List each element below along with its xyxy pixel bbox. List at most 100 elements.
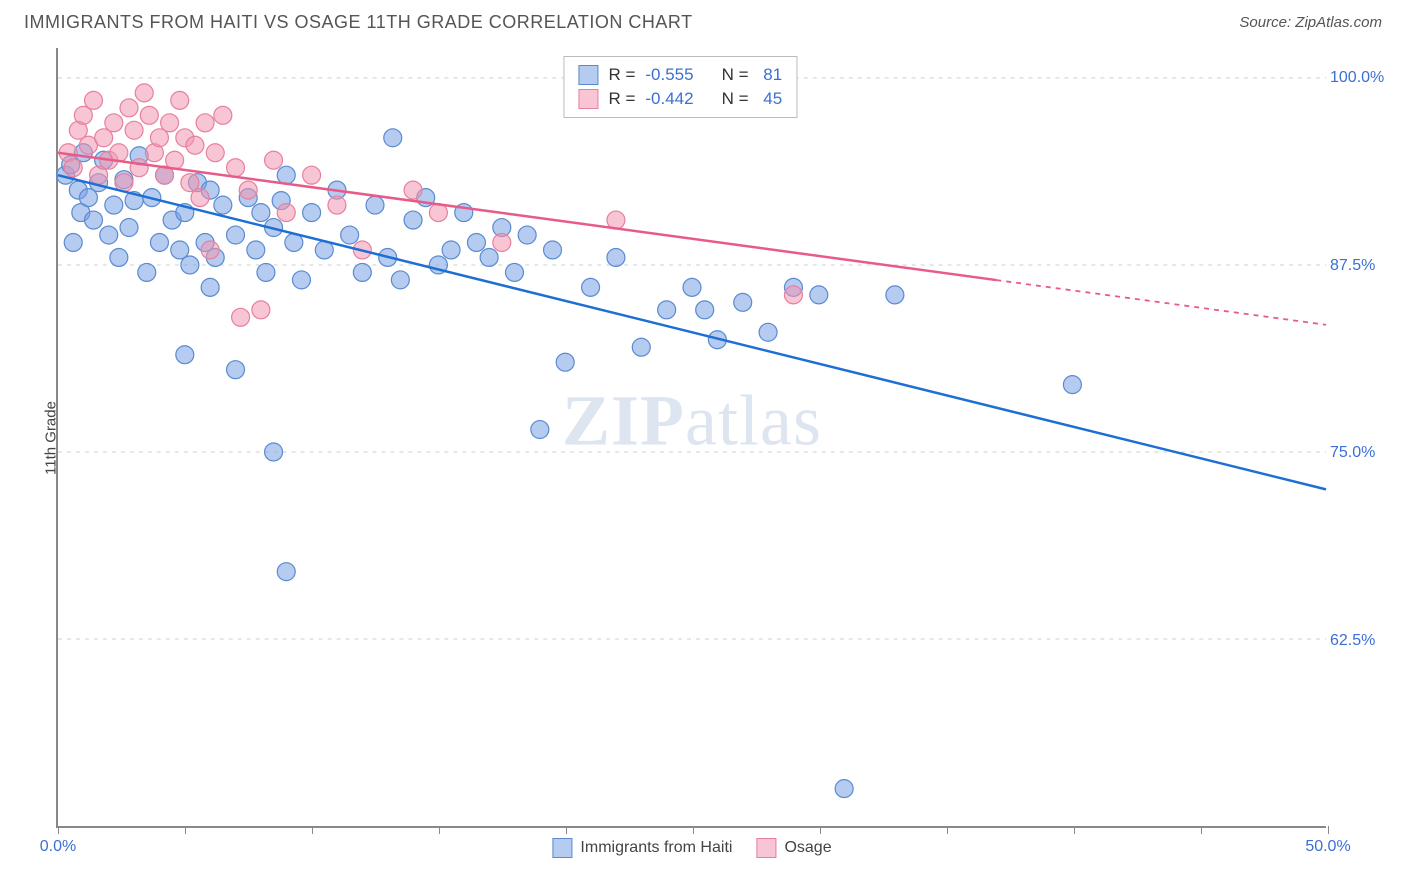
scatter-point <box>277 204 295 222</box>
scatter-point <box>607 248 625 266</box>
scatter-point <box>85 91 103 109</box>
scatter-point <box>277 563 295 581</box>
source-name: ZipAtlas.com <box>1295 14 1382 31</box>
scatter-point <box>161 114 179 132</box>
scatter-point <box>556 353 574 371</box>
y-tick-label: 87.5% <box>1330 257 1388 275</box>
y-tick-label: 75.0% <box>1330 444 1388 462</box>
scatter-point <box>505 263 523 281</box>
scatter-point <box>201 241 219 259</box>
scatter-point <box>227 226 245 244</box>
scatter-point <box>214 196 232 214</box>
x-tick <box>58 826 59 834</box>
x-tick <box>439 826 440 834</box>
scatter-point <box>582 278 600 296</box>
scatter-point <box>366 196 384 214</box>
scatter-point <box>186 136 204 154</box>
trend-line <box>58 175 1326 489</box>
legend-swatch <box>578 89 598 109</box>
scatter-point <box>544 241 562 259</box>
legend-correlation-row: R =-0.555N = 81 <box>578 63 782 87</box>
scatter-point <box>341 226 359 244</box>
trend-line <box>58 153 996 280</box>
legend-series-item: Osage <box>756 838 831 858</box>
x-tick <box>185 826 186 834</box>
x-tick <box>1201 826 1202 834</box>
legend-series-label: Immigrants from Haiti <box>580 839 732 857</box>
legend-series-label: Osage <box>784 839 831 857</box>
legend-swatch <box>756 838 776 858</box>
chart-title: IMMIGRANTS FROM HAITI VS OSAGE 11TH GRAD… <box>24 12 693 33</box>
scatter-point <box>85 211 103 229</box>
scatter-point <box>886 286 904 304</box>
scatter-point <box>467 234 485 252</box>
scatter-point <box>265 443 283 461</box>
chart-container: 11th Grade ZIPatlas 62.5%75.0%87.5%100.0… <box>56 48 1386 828</box>
x-tick-label: 0.0% <box>40 838 76 856</box>
scatter-point <box>64 234 82 252</box>
scatter-point <box>696 301 714 319</box>
scatter-point <box>171 91 189 109</box>
scatter-point <box>277 166 295 184</box>
legend-swatch <box>578 65 598 85</box>
scatter-point <box>404 211 422 229</box>
scatter-point <box>252 204 270 222</box>
chart-header: IMMIGRANTS FROM HAITI VS OSAGE 11TH GRAD… <box>0 0 1406 41</box>
scatter-point <box>257 263 275 281</box>
scatter-point <box>239 181 257 199</box>
scatter-point <box>201 278 219 296</box>
scatter-point <box>105 196 123 214</box>
scatter-point <box>64 159 82 177</box>
scatter-point <box>265 151 283 169</box>
scatter-point <box>391 271 409 289</box>
legend-correlation: R =-0.555N = 81R =-0.442N = 45 <box>563 56 797 118</box>
scatter-point <box>214 106 232 124</box>
scatter-point <box>759 323 777 341</box>
source-prefix: Source: <box>1239 14 1295 31</box>
trend-line-extrapolated <box>996 280 1326 325</box>
scatter-point <box>303 166 321 184</box>
legend-swatch <box>552 838 572 858</box>
scatter-point <box>100 226 118 244</box>
scatter-point <box>784 286 802 304</box>
scatter-point <box>140 106 158 124</box>
legend-r-value: -0.442 <box>645 89 693 109</box>
legend-series-item: Immigrants from Haiti <box>552 838 732 858</box>
scatter-point <box>227 361 245 379</box>
scatter-point <box>734 293 752 311</box>
scatter-point <box>125 121 143 139</box>
scatter-point <box>252 301 270 319</box>
scatter-point <box>658 301 676 319</box>
plot-area: ZIPatlas 62.5%75.0%87.5%100.0% 0.0%50.0%… <box>56 48 1326 828</box>
scatter-point <box>303 204 321 222</box>
legend-series: Immigrants from Haiti Osage <box>552 838 831 858</box>
scatter-point <box>1063 376 1081 394</box>
scatter-point <box>130 159 148 177</box>
scatter-point <box>150 234 168 252</box>
x-tick-label: 50.0% <box>1305 838 1350 856</box>
scatter-point <box>110 248 128 266</box>
scatter-point <box>493 234 511 252</box>
x-tick <box>566 826 567 834</box>
scatter-point <box>247 241 265 259</box>
legend-n-value: 45 <box>759 89 783 109</box>
legend-correlation-row: R =-0.442N = 45 <box>578 87 782 111</box>
scatter-point <box>206 144 224 162</box>
x-tick <box>1328 826 1329 834</box>
scatter-point <box>292 271 310 289</box>
legend-r-label: R = <box>608 89 635 109</box>
scatter-point <box>531 421 549 439</box>
legend-r-label: R = <box>608 65 635 85</box>
scatter-point <box>120 219 138 237</box>
scatter-point <box>135 84 153 102</box>
scatter-point <box>105 114 123 132</box>
x-tick <box>947 826 948 834</box>
x-tick <box>693 826 694 834</box>
scatter-point <box>835 780 853 798</box>
scatter-point <box>196 114 214 132</box>
scatter-point <box>181 256 199 274</box>
scatter-point <box>138 263 156 281</box>
scatter-point <box>353 263 371 281</box>
scatter-point <box>384 129 402 147</box>
scatter-point <box>404 181 422 199</box>
